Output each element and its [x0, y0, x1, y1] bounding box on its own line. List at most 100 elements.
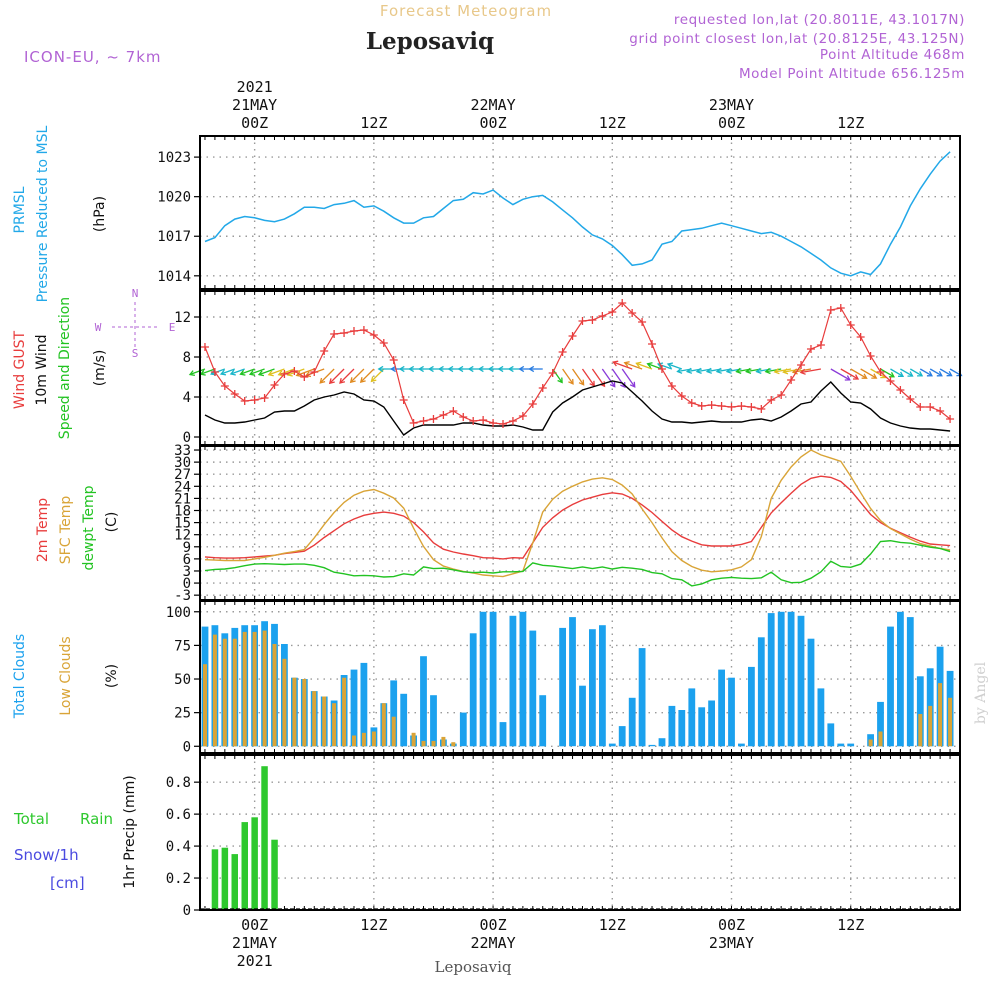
low-cloud-bar [411, 732, 416, 747]
wind-arrowhead [229, 369, 236, 376]
ytick-label: 0.4 [166, 839, 191, 855]
precip-label-total: Total [13, 810, 49, 828]
panel-clouds: 0 25 50 75 100 [166, 600, 961, 755]
gust-marker [717, 402, 726, 410]
gust-marker [548, 369, 557, 377]
wind-arrowhead [888, 371, 895, 378]
gust-marker [707, 401, 716, 409]
bottom-time-label: 12Z [360, 916, 387, 934]
total-cloud-bar [519, 611, 527, 747]
precip-label-rain: Rain [80, 810, 113, 828]
gust-marker [300, 373, 309, 381]
low-cloud-bar [222, 638, 227, 747]
ytick-label: 1023 [157, 150, 191, 166]
gust-marker [906, 395, 915, 403]
panel-frame [199, 600, 961, 754]
wind-arrowhead [295, 371, 302, 377]
wind-arrowhead [623, 361, 630, 368]
compass-south-label: S [132, 347, 139, 360]
temperature-axis-titles: 2m Temp SFC Temp dewpt Temp (C) [35, 485, 120, 570]
wind-arrow [581, 368, 595, 387]
total-cloud-bar [569, 617, 576, 747]
gust-marker [330, 330, 339, 338]
total-cloud-bar [847, 743, 855, 747]
top-time-label: 00Z [718, 114, 745, 132]
low-cloud-bar [312, 691, 317, 747]
rain-bar [231, 854, 238, 910]
low-cloud-bar [948, 697, 953, 747]
gust-marker [638, 318, 647, 326]
gust-marker [310, 368, 319, 376]
gust-marker [856, 333, 865, 341]
total-cloud-bar [916, 676, 924, 747]
wind-arrowhead [377, 365, 384, 373]
wind-arrow [220, 368, 235, 375]
low-cloud-bar [232, 638, 237, 747]
gust-marker [429, 415, 438, 423]
total-cloud-bar [350, 669, 358, 747]
wind-arrow [613, 361, 633, 370]
gust-marker [896, 386, 905, 394]
wind-arrowhead [319, 377, 326, 384]
wind-arrow [360, 368, 375, 383]
wind-arrowhead [799, 368, 806, 375]
wind-arrowhead [926, 370, 933, 377]
wind-arrow [562, 368, 574, 385]
gust-marker [787, 376, 796, 384]
panel-wind: 0 4 8 12 [174, 290, 963, 446]
total-cloud-bar [678, 710, 686, 747]
low-cloud-bar [868, 739, 873, 747]
bottom-time-label: 00Z [718, 916, 745, 934]
wind-label-10m: 10m Wind [34, 334, 50, 405]
wind-arrowhead [629, 381, 636, 388]
temp-label-unit: (C) [104, 512, 120, 533]
wind-arrow [929, 368, 943, 377]
panel-pressure: 1014 1017 1020 1023 [157, 135, 961, 290]
temp-label-sfc: SFC Temp [58, 496, 74, 565]
gust-marker [687, 399, 696, 407]
ytick-label: 12 [174, 528, 191, 544]
wind-arrowhead [267, 370, 274, 377]
wind-arrowhead [557, 377, 563, 384]
wind-arrowhead [666, 362, 674, 369]
wind-arrow [624, 362, 643, 370]
gust-marker [409, 419, 418, 427]
wind-arrow [870, 368, 886, 379]
gust-marker [270, 381, 279, 389]
wind-arrow [765, 368, 782, 373]
top-time-label: 2021 [237, 78, 273, 96]
wind-arrowhead [328, 378, 335, 385]
wind-axis-titles: Wind GUST 10m Wind Speed and Direction (… [12, 297, 108, 439]
wind-arrow [840, 368, 859, 380]
top-time-label: 00Z [480, 114, 507, 132]
ytick-label: 3 [183, 564, 191, 580]
gust-marker [250, 396, 259, 404]
top-time-label: 12Z [837, 114, 864, 132]
gust-marker [200, 343, 209, 351]
gust-marker [230, 390, 239, 398]
wind-arrowhead [467, 365, 474, 373]
temp-label-2m: 2m Temp [35, 498, 51, 562]
compass-west-label: W [95, 321, 102, 334]
total-cloud-bar [777, 611, 785, 747]
gust-marker [876, 368, 885, 376]
cloud-label-low: Low Clouds [58, 636, 74, 715]
ytick-label: 0 [183, 576, 191, 592]
wind-arrow [601, 368, 616, 388]
wind-arrowhead [188, 370, 196, 377]
chart-subtitle: Forecast Meteogram [380, 2, 552, 20]
bottom-time-label: 23MAY [709, 934, 754, 952]
ytick-label: 0.6 [166, 807, 191, 823]
gust-marker [399, 396, 408, 404]
wind-arrowhead [853, 374, 860, 380]
gust-marker [340, 329, 349, 337]
compass-east-label: E [169, 321, 176, 334]
low-cloud-bar [431, 740, 436, 747]
gust-marker [608, 308, 617, 316]
wind-arrowhead [773, 368, 780, 375]
precip-axis-titles: Total Rain Snow/1h [cm] 1hr Precip (mm) [13, 775, 138, 892]
gust-marker [618, 299, 627, 307]
gust-marker [588, 316, 597, 324]
total-cloud-bar [757, 637, 765, 747]
sfc-temp-line [204, 449, 951, 578]
